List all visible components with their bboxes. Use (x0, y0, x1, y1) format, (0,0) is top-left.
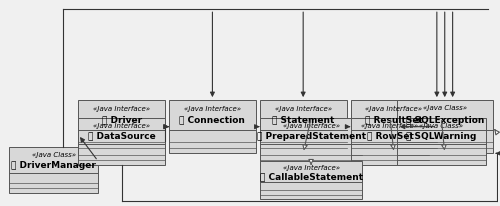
Bar (260, 118, 362, 165)
Text: «Java Interface»: «Java Interface» (362, 123, 418, 129)
Text: «Java Interface»: «Java Interface» (282, 123, 340, 129)
Bar (350, 100, 438, 153)
Text: «Java Interface»: «Java Interface» (274, 105, 332, 111)
Text: Ⓘ Statement: Ⓘ Statement (272, 116, 334, 125)
Text: «Java Interface»: «Java Interface» (93, 123, 150, 129)
Text: «Java Class»: «Java Class» (419, 123, 464, 129)
Bar (397, 118, 486, 165)
Text: «Java Interface»: «Java Interface» (184, 105, 241, 111)
Bar (9, 147, 98, 193)
Text: Ⓘ ResultSet: Ⓘ ResultSet (365, 116, 423, 125)
Bar (169, 100, 256, 153)
Text: «Java Interface»: «Java Interface» (366, 105, 422, 111)
Text: «Java Class»: «Java Class» (422, 105, 467, 111)
Bar (78, 100, 165, 153)
Text: Ⓒ DriverManager: Ⓒ DriverManager (11, 161, 96, 170)
Text: Ⓘ PreparedStatement: Ⓘ PreparedStatement (256, 132, 366, 140)
Text: Ⓘ CallableStatement: Ⓘ CallableStatement (260, 172, 362, 181)
Bar (397, 100, 492, 153)
Text: Ⓘ DataSource: Ⓘ DataSource (88, 132, 156, 140)
Text: Ⓘ Driver: Ⓘ Driver (102, 116, 141, 125)
Bar (78, 118, 165, 165)
Text: «Java Interface»: «Java Interface» (282, 165, 340, 171)
Bar (350, 118, 430, 165)
Text: «Java Class»: «Java Class» (32, 152, 76, 158)
Text: Ⓘ RowSet: Ⓘ RowSet (366, 132, 414, 140)
Text: Ⓒ SQLException: Ⓒ SQLException (406, 116, 484, 125)
Text: «Java Interface»: «Java Interface» (93, 105, 150, 111)
Text: Ⓒ SQLWarning: Ⓒ SQLWarning (406, 132, 476, 140)
Bar (260, 161, 362, 199)
Text: Ⓘ Connection: Ⓘ Connection (180, 116, 246, 125)
Bar (260, 100, 346, 153)
